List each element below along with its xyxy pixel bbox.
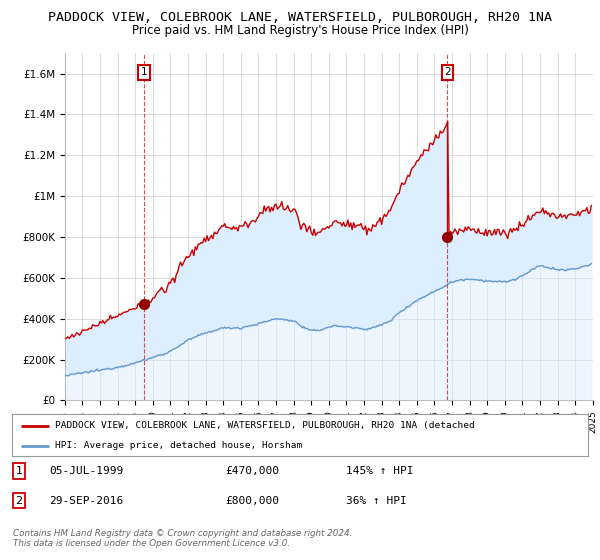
Text: 36% ↑ HPI: 36% ↑ HPI [346, 496, 407, 506]
Text: 05-JUL-1999: 05-JUL-1999 [49, 466, 124, 476]
Text: 145% ↑ HPI: 145% ↑ HPI [346, 466, 413, 476]
Text: PADDOCK VIEW, COLEBROOK LANE, WATERSFIELD, PULBOROUGH, RH20 1NA: PADDOCK VIEW, COLEBROOK LANE, WATERSFIEL… [48, 11, 552, 24]
Text: 2: 2 [444, 67, 451, 77]
Text: 1: 1 [16, 466, 22, 476]
Text: £800,000: £800,000 [225, 496, 279, 506]
Text: HPI: Average price, detached house, Horsham: HPI: Average price, detached house, Hors… [55, 441, 302, 450]
Text: 29-SEP-2016: 29-SEP-2016 [49, 496, 124, 506]
Text: Price paid vs. HM Land Registry's House Price Index (HPI): Price paid vs. HM Land Registry's House … [131, 24, 469, 36]
Text: £470,000: £470,000 [225, 466, 279, 476]
Text: 1: 1 [141, 67, 148, 77]
Text: PADDOCK VIEW, COLEBROOK LANE, WATERSFIELD, PULBOROUGH, RH20 1NA (detached: PADDOCK VIEW, COLEBROOK LANE, WATERSFIEL… [55, 421, 475, 430]
Text: 2: 2 [16, 496, 22, 506]
Text: Contains HM Land Registry data © Crown copyright and database right 2024.
This d: Contains HM Land Registry data © Crown c… [13, 529, 353, 548]
